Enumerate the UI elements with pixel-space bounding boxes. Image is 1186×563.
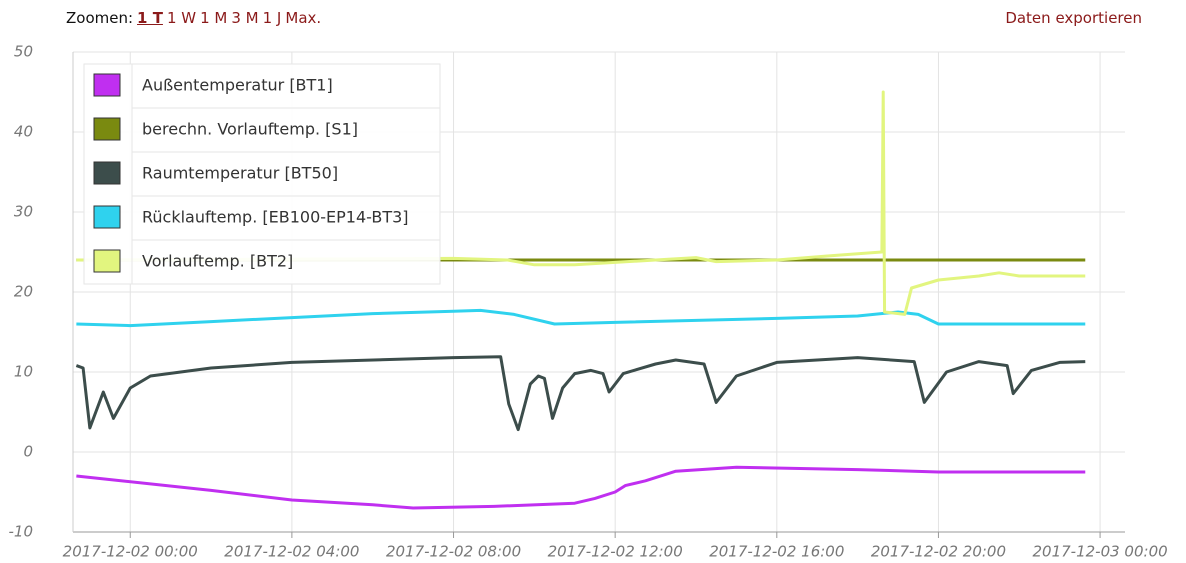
y-tick-label: 30 <box>14 203 33 221</box>
series-line <box>75 355 1086 432</box>
x-tick-label: 2017-12-02 00:00 <box>63 543 198 561</box>
zoom-link[interactable]: 1 T <box>137 9 163 27</box>
x-tick-label: 2017-12-02 08:00 <box>386 543 521 561</box>
y-tick-label: 0 <box>23 443 33 461</box>
series-line <box>76 308 1086 328</box>
legend-label: berechn. Vorlauftemp. [S1] <box>142 120 358 139</box>
zoom-link[interactable]: 1 J <box>262 9 282 27</box>
series-line <box>76 465 1086 510</box>
legend-label: Raumtemperatur [BT50] <box>142 164 338 183</box>
zoom-link[interactable]: Max. <box>285 9 322 27</box>
zoom-label: Zoomen: <box>66 9 134 27</box>
legend-box <box>83 63 441 285</box>
legend: Außentemperatur [BT1] berechn. Vorlauftem… <box>83 63 441 285</box>
legend-label: Vorlauftemp. [BT2] <box>142 252 293 271</box>
zoom-link[interactable]: 1 M <box>200 9 228 27</box>
x-tick-label: 2017-12-02 12:00 <box>548 543 683 561</box>
x-tick-label: 2017-12-02 20:00 <box>871 543 1006 561</box>
legend-label: Außentemperatur [BT1] <box>142 76 333 95</box>
zoom-link[interactable]: 3 M <box>231 9 259 27</box>
x-tick-label: 2017-12-03 00:00 <box>1032 543 1167 561</box>
series-line <box>76 90 1086 316</box>
legend-swatch <box>93 117 121 141</box>
export-link[interactable]: Daten exportieren <box>1005 9 1142 27</box>
legend-swatch <box>93 205 121 229</box>
legend-swatch <box>93 161 121 185</box>
zoom-link[interactable]: 1 W <box>166 9 197 27</box>
y-tick-label: 40 <box>14 123 33 141</box>
x-tick-label: 2017-12-02 04:00 <box>224 543 359 561</box>
legend-swatch <box>93 73 121 97</box>
y-tick-label: 10 <box>14 363 33 381</box>
legend-label: Rücklauftemp. [EB100-EP14-BT3] <box>142 208 409 227</box>
x-tick-label: 2017-12-02 16:00 <box>709 543 844 561</box>
y-tick-label: 20 <box>14 283 33 301</box>
y-tick-label: 50 <box>14 43 33 61</box>
legend-swatch <box>93 249 121 273</box>
y-tick-label: -10 <box>9 523 34 541</box>
